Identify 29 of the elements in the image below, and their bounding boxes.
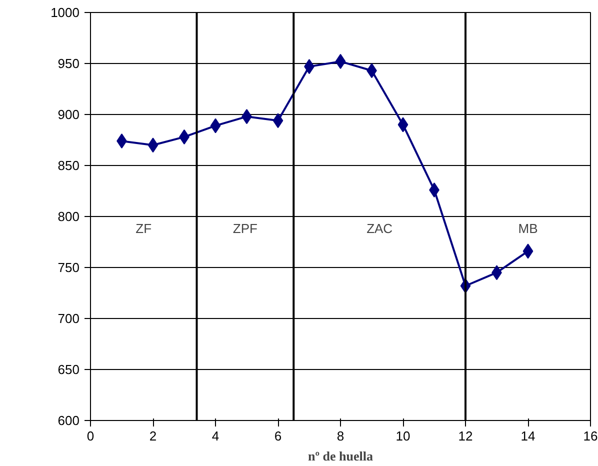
x-tick-label: 16 <box>583 428 598 444</box>
y-tick-label: 1000 <box>50 5 80 20</box>
y-tick-label: 950 <box>58 56 80 71</box>
y-tick-label: 750 <box>58 260 80 275</box>
x-tick-label: 0 <box>86 428 94 444</box>
point <box>335 54 346 69</box>
annotation: ZAC <box>366 221 393 236</box>
y-tick-label: 600 <box>58 413 80 428</box>
y-tick-label: 800 <box>58 209 80 224</box>
annotation: ZPF <box>232 221 258 236</box>
x-axis-title: nº de huella <box>308 448 374 464</box>
point <box>148 138 158 153</box>
y-tick-label: 850 <box>58 158 80 173</box>
point <box>272 113 284 128</box>
y-tick-label: 650 <box>58 362 80 377</box>
x-tick-label: 2 <box>149 428 157 444</box>
annotation: MB <box>518 221 538 236</box>
x-tick-label: 6 <box>274 428 282 444</box>
x-tick-label: 12 <box>458 428 473 444</box>
x-tick-label: 14 <box>520 428 536 444</box>
x-tick-label: 10 <box>396 428 410 444</box>
annotation: ZF <box>136 221 152 236</box>
x-tick-label: 8 <box>336 428 344 444</box>
point <box>398 117 408 132</box>
x-tick-label: 4 <box>212 428 220 444</box>
point <box>210 118 221 134</box>
y-tick-label: 900 <box>58 107 80 122</box>
point <box>522 244 534 259</box>
y-tick-label: 700 <box>58 311 80 326</box>
